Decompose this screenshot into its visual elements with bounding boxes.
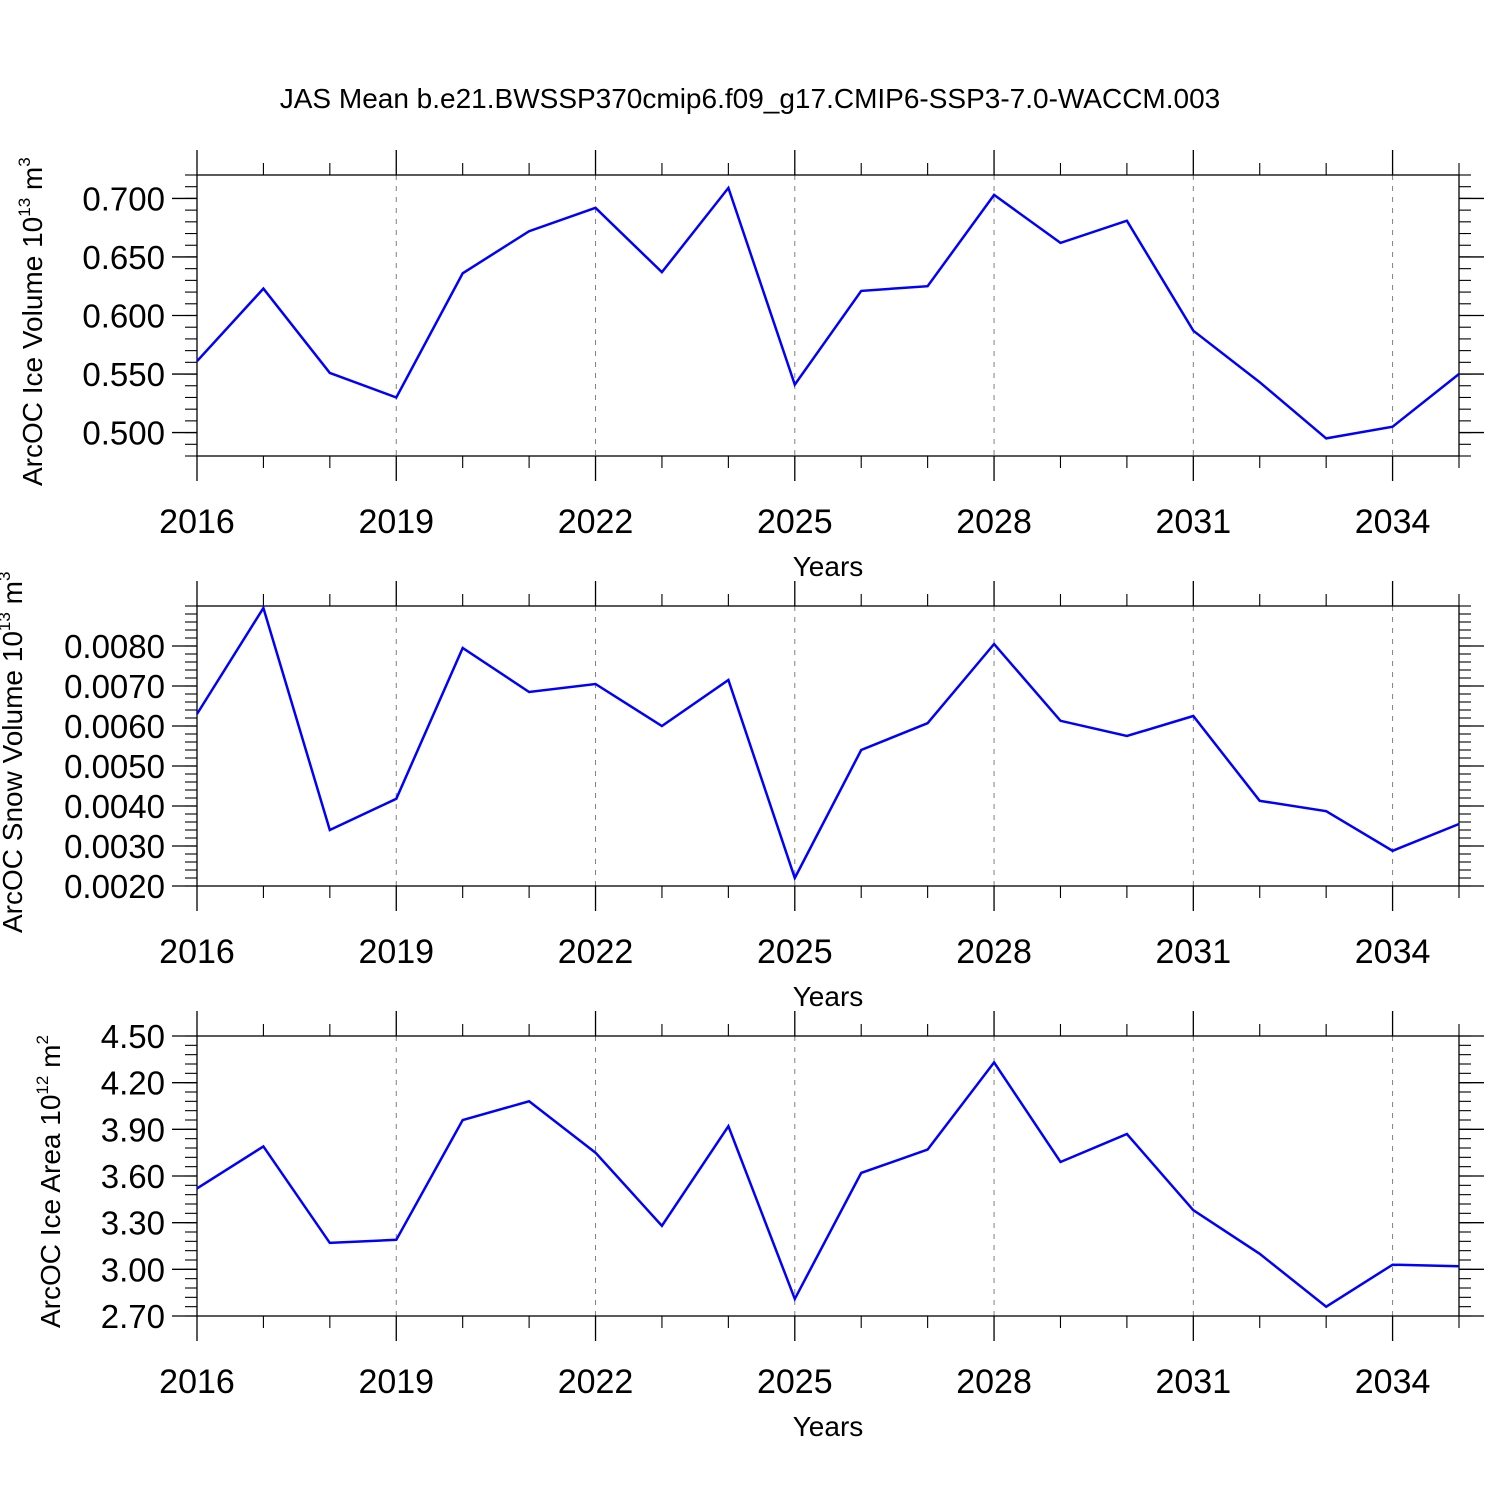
y-axis-label: ArcOC Snow Volume 1013 m3: [0, 572, 28, 933]
x-tick-label: 2019: [358, 933, 434, 971]
x-tick-label: 2022: [558, 503, 634, 541]
y-tick-label: 4.20: [101, 1065, 165, 1102]
plot-frame: [196, 1035, 1460, 1317]
y-tick-label: 0.0070: [64, 668, 165, 705]
y-tick-label: 0.0040: [64, 788, 165, 825]
y-tick-label: 0.0080: [64, 628, 165, 665]
x-tick-label: 2019: [358, 503, 434, 541]
x-tick-label: 2022: [558, 1363, 634, 1401]
x-tick-label: 2016: [159, 503, 235, 541]
y-axis-label: ArcOC Ice Area 1012 m2: [33, 1035, 66, 1328]
y-tick-label: 0.0020: [64, 868, 165, 905]
x-tick-label: 2028: [956, 1363, 1032, 1401]
y-tick-label: 0.600: [82, 298, 165, 335]
x-tick-label: 2016: [159, 933, 235, 971]
x-tick-label: 2028: [956, 503, 1032, 541]
x-tick-label: 2031: [1155, 1363, 1231, 1401]
x-axis-label: Years: [793, 1411, 864, 1442]
x-tick-label: 2019: [358, 1363, 434, 1401]
y-tick-label: 4.50: [101, 1018, 165, 1055]
figure-title: JAS Mean b.e21.BWSSP370cmip6.f09_g17.CMI…: [280, 83, 1221, 114]
y-tick-label: 2.70: [101, 1298, 165, 1335]
x-axis-label: Years: [793, 981, 864, 1012]
ice-area-panel: 2016 2019 2022 2025 2028 2031 2034 2.70 3.00 3.30…: [33, 1011, 1484, 1442]
series-line: [196, 1060, 1460, 1309]
y-tick-label: 3.00: [101, 1251, 165, 1288]
y-tick-label: 0.0030: [64, 828, 165, 865]
y-tick-label: 0.0050: [64, 748, 165, 785]
x-axis-label: Years: [793, 551, 864, 582]
plot-frame: [196, 174, 1460, 457]
x-tick-label: 2016: [159, 1363, 235, 1401]
x-tick-label: 2034: [1355, 933, 1431, 971]
y-tick-label: 0.700: [82, 180, 165, 217]
plot-frame: [196, 605, 1460, 887]
ice-volume-panel: 2016 2019 2022 2025 2028 2031 2034 0.500 0.550 0.…: [15, 150, 1484, 582]
y-tick-label: 0.550: [82, 356, 165, 393]
series-line: [195, 604, 1460, 882]
x-tick-label: 2031: [1155, 933, 1231, 971]
y-tick-label: 3.60: [101, 1158, 165, 1195]
x-tick-label: 2028: [956, 933, 1032, 971]
y-axis-label: ArcOC Ice Volume 1013 m3: [15, 157, 48, 486]
y-tick-label: 0.500: [82, 415, 165, 452]
x-tick-label: 2025: [757, 503, 833, 541]
x-tick-label: 2025: [757, 1363, 833, 1401]
x-tick-label: 2034: [1355, 503, 1431, 541]
x-tick-label: 2031: [1155, 503, 1231, 541]
x-tick-label: 2025: [757, 933, 833, 971]
x-tick-label: 2034: [1355, 1363, 1431, 1401]
y-tick-label: 0.0060: [64, 708, 165, 745]
snow-volume-panel: 2016 2019 2022 2025 2028 2031 2034 0.00200.0030…: [0, 572, 1484, 1012]
y-tick-label: 3.30: [101, 1205, 165, 1242]
series-line: [196, 185, 1460, 440]
y-tick-label: 0.650: [82, 239, 165, 276]
x-tick-label: 2022: [558, 933, 634, 971]
y-tick-label: 3.90: [101, 1111, 165, 1148]
